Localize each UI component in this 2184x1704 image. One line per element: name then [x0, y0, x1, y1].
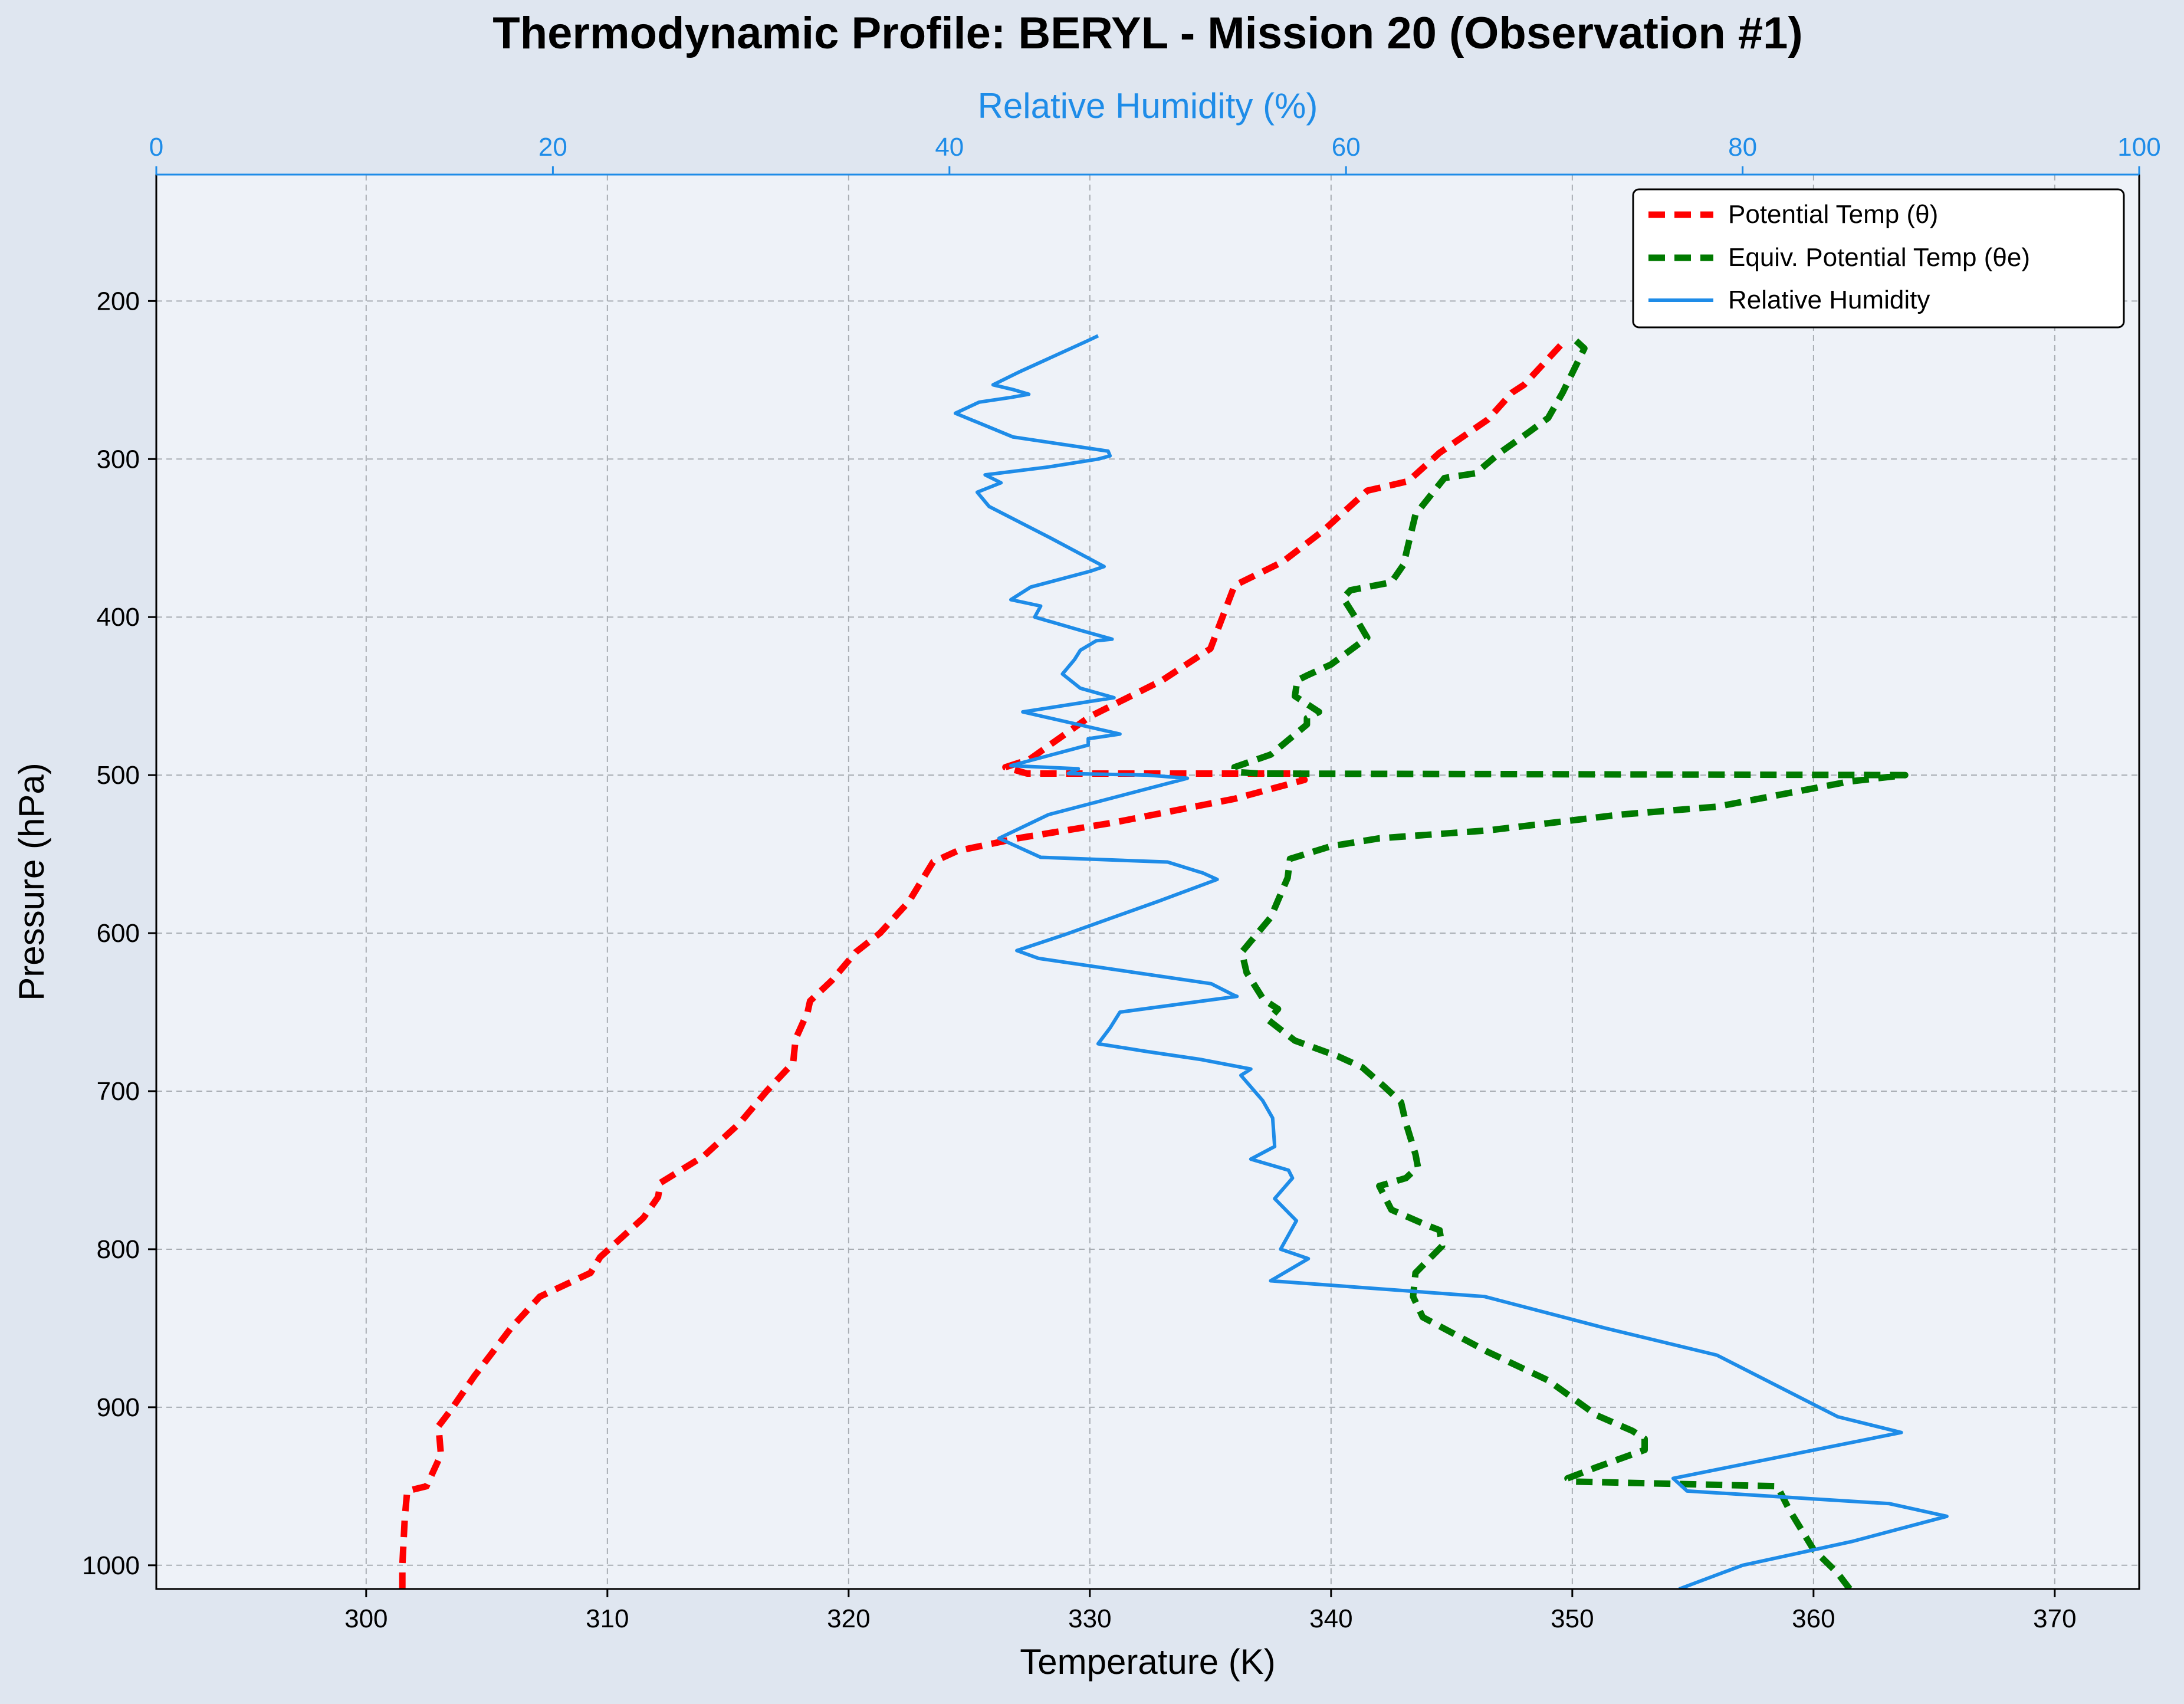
x-tick-label: 370 — [2033, 1604, 2076, 1633]
x2-tick-label: 80 — [1728, 133, 1757, 162]
legend: Potential Temp (θ) Equiv. Potential Temp… — [1632, 188, 2125, 329]
rh-line — [953, 334, 1949, 1589]
legend-box — [1632, 188, 2125, 329]
x2-axis-label: Relative Humidity (%) — [978, 86, 1318, 126]
y-tick-label: 800 — [97, 1235, 140, 1264]
data-series — [399, 334, 1949, 1589]
x-tick-label: 360 — [1792, 1604, 1835, 1633]
y-tick-label: 700 — [97, 1077, 140, 1106]
x2-tick-label: 40 — [935, 133, 964, 162]
theta-line — [399, 338, 1568, 1589]
plot-area — [156, 175, 2139, 1589]
y-tick-label: 200 — [97, 287, 140, 316]
x-tick-label: 350 — [1551, 1604, 1594, 1633]
x-tick-label: 340 — [1309, 1604, 1352, 1633]
y-tick-label: 600 — [97, 919, 140, 948]
x2-tick-label: 20 — [538, 133, 567, 162]
chart-title: Thermodynamic Profile: BERYL - Mission 2… — [492, 8, 1802, 58]
x-tick-label: 310 — [586, 1604, 629, 1633]
grid-lines — [156, 175, 2139, 1589]
legend-label-rh: Relative Humidity — [1728, 285, 1930, 314]
legend-label-theta: Potential Temp (θ) — [1728, 200, 1938, 229]
x2-tick-label: 0 — [149, 133, 163, 162]
theta-e-line — [1231, 334, 1909, 1589]
y-tick-label: 400 — [97, 603, 140, 632]
x2-tick-label: 100 — [2117, 133, 2160, 162]
y-tick-label: 900 — [97, 1393, 140, 1422]
x-tick-label: 320 — [827, 1604, 870, 1633]
x-tick-label: 300 — [344, 1604, 387, 1633]
x2-tick-label: 60 — [1332, 133, 1361, 162]
y-tick-label: 500 — [97, 761, 140, 790]
axes: 300 310 320 330 340 350 360 3702003004005006007… — [82, 133, 2161, 1633]
y-axis-label: Pressure (hPa) — [12, 763, 51, 1000]
x-axis-label: Temperature (K) — [1020, 1642, 1275, 1682]
y-tick-label: 300 — [97, 445, 140, 474]
x-tick-label: 330 — [1068, 1604, 1111, 1633]
y-tick-label: 1000 — [82, 1551, 140, 1580]
legend-label-theta-e: Equiv. Potential Temp (θe) — [1728, 243, 2030, 272]
